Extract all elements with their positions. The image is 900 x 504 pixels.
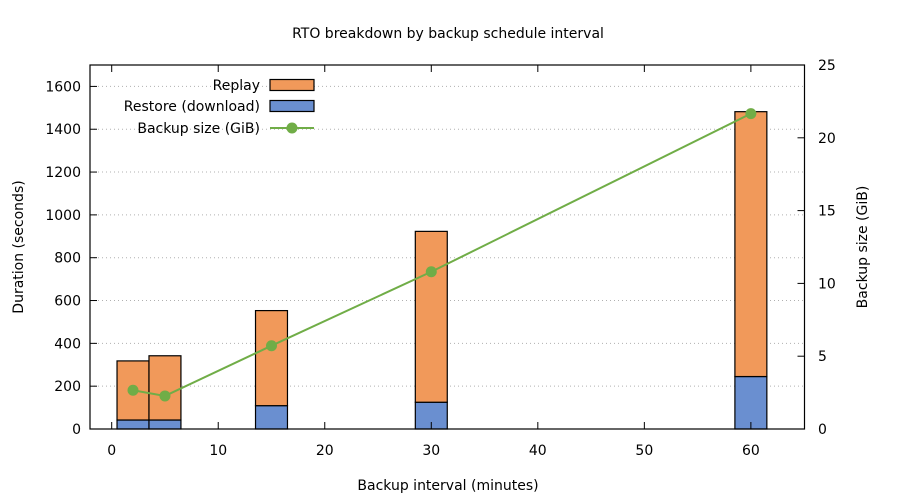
y-axis-label: Duration (seconds) <box>11 180 27 313</box>
chart-title: RTO breakdown by backup schedule interva… <box>292 26 604 42</box>
bars <box>116 111 768 430</box>
bar-restore <box>254 405 289 430</box>
x-tick-label: 30 <box>422 443 440 459</box>
legend-marker <box>286 122 298 134</box>
bar-restore <box>116 419 150 430</box>
y-tick-label: 800 <box>54 251 81 267</box>
y-tick-label: 1000 <box>45 208 81 224</box>
legend-label: Backup size (GiB) <box>137 121 260 137</box>
y2-axis-label: Backup size (GiB) <box>855 186 871 309</box>
y2-axis-ticks: 0 5 10 15 20 25 <box>797 58 836 438</box>
y-axis-ticks: 0 200 400 600 800 1000 1200 1400 1600 <box>45 79 97 438</box>
y2-tick-label: 10 <box>818 276 836 292</box>
x-axis-ticks: 0 10 20 30 40 50 60 <box>107 65 760 459</box>
y2-tick-label: 25 <box>818 58 836 74</box>
plot-frame <box>89 64 806 430</box>
y2-tick-label: 15 <box>818 204 836 220</box>
backup-size-marker <box>745 108 757 120</box>
x-tick-label: 10 <box>209 443 227 459</box>
y-tick-label: 1400 <box>45 122 81 138</box>
bar-replay <box>414 230 448 403</box>
legend: Replay Restore (download) Backup size (GiB… <box>124 78 315 137</box>
y-tick-label: 0 <box>72 422 81 438</box>
y-tick-label: 1200 <box>45 165 81 181</box>
legend-label: Replay <box>213 78 260 94</box>
y-tick-label: 400 <box>54 336 81 352</box>
y2-tick-label: 0 <box>818 422 827 438</box>
y-tick-label: 600 <box>54 294 81 310</box>
bar-replay <box>148 355 182 421</box>
backup-size-marker <box>159 390 171 402</box>
y-tick-label: 1600 <box>45 79 81 95</box>
x-tick-label: 50 <box>635 443 653 459</box>
backup-size-marker <box>265 340 277 352</box>
legend-label: Restore (download) <box>124 99 260 115</box>
backup-size-marker <box>127 384 139 396</box>
legend-swatch <box>269 99 315 113</box>
y-tick-label: 200 <box>54 379 81 395</box>
x-tick-label: 20 <box>316 443 334 459</box>
x-tick-label: 40 <box>529 443 547 459</box>
y2-tick-label: 20 <box>818 131 836 147</box>
bar-restore <box>148 419 182 430</box>
bar-restore <box>734 375 768 430</box>
backup-size-line <box>127 108 757 402</box>
bar-replay <box>734 111 768 378</box>
backup-size-marker <box>425 266 437 278</box>
bar-replay <box>254 309 289 407</box>
legend-swatch <box>269 78 315 92</box>
x-tick-label: 60 <box>742 443 760 459</box>
y2-tick-label: 5 <box>818 349 827 365</box>
x-axis-label: Backup interval (minutes) <box>357 478 538 494</box>
x-tick-label: 0 <box>107 443 116 459</box>
